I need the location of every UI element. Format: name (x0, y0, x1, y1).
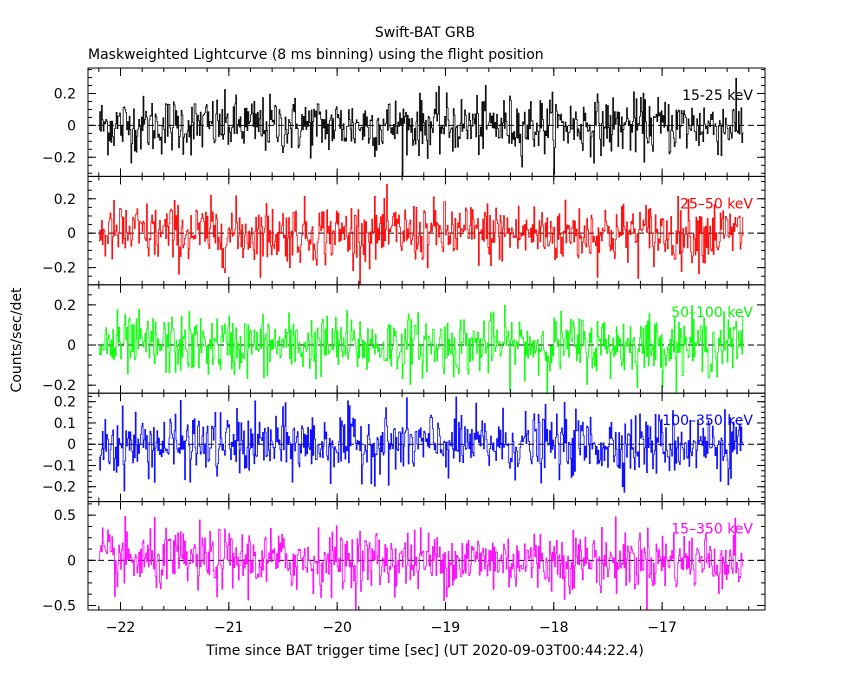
series-name-label: 15–350 keV (671, 522, 753, 538)
panel-2: −0.2 0 0.2 50–100 keV (42, 284, 766, 394)
x-axis-label: Time since BAT trigger time [sec] (UT 20… (205, 643, 644, 659)
series-name-label: 25–50 keV (680, 196, 753, 212)
series-name-label: 100–350 keV (662, 413, 753, 429)
lightcurve-series (98, 396, 744, 493)
x-tick-label: −22 (106, 620, 136, 636)
y-tick-label: 0 (67, 338, 76, 354)
y-tick-label: 0 (67, 553, 76, 569)
panel-3: −0.2 −0.1 0 0.1 0.2 100–350 keV (42, 392, 766, 503)
lightcurve-series (98, 183, 744, 286)
y-tick-label: −0.5 (42, 598, 76, 614)
y-tick-label: 0.5 (54, 508, 76, 524)
y-tick-label: 0 (67, 437, 76, 453)
y-tick-label: 0.2 (54, 298, 76, 314)
y-tick-label: 0.1 (54, 416, 76, 432)
y-tick-label: −0.1 (42, 458, 76, 474)
lightcurve-series (98, 516, 744, 611)
y-tick-label: −0.2 (42, 150, 76, 166)
y-tick-label: 0 (67, 226, 76, 242)
y-axis-label: Counts/sec/det (9, 287, 25, 392)
y-tick-label: 0.2 (54, 395, 76, 411)
y-tick-label: −0.2 (42, 480, 76, 496)
panel-0: −0.2 0 0.2 15-25 keV (42, 67, 766, 177)
panel-4: −0.5 0 0.5 15–350 keV (42, 501, 766, 614)
lightcurve-series (98, 78, 744, 176)
y-tick-label: 0.2 (54, 192, 76, 208)
x-tick-label: −18 (539, 620, 569, 636)
y-tick-label: −0.2 (42, 261, 76, 277)
panels-group: −0.2 0 0.2 15-25 keV −0.2 0 0.2 25–50 keV −0.2 0 0… (42, 67, 766, 636)
chart-subtitle: Maskweighted Lightcurve (8 ms binning) u… (88, 47, 544, 63)
lightcurve-series (98, 305, 744, 394)
x-tick-label: −17 (647, 620, 677, 636)
panel-frame (87, 501, 766, 611)
x-tick-label: −21 (214, 620, 244, 636)
series-name-label: 50–100 keV (671, 305, 753, 321)
x-tick-label: −19 (431, 620, 461, 636)
panel-1: −0.2 0 0.2 25–50 keV (42, 175, 766, 286)
y-tick-label: 0 (67, 118, 76, 134)
y-tick-label: 0.2 (54, 87, 76, 103)
chart-title: Swift-BAT GRB (375, 25, 475, 41)
x-tick-label: −20 (322, 620, 352, 636)
series-name-label: 15-25 keV (682, 88, 753, 104)
y-tick-label: −0.2 (42, 378, 76, 394)
